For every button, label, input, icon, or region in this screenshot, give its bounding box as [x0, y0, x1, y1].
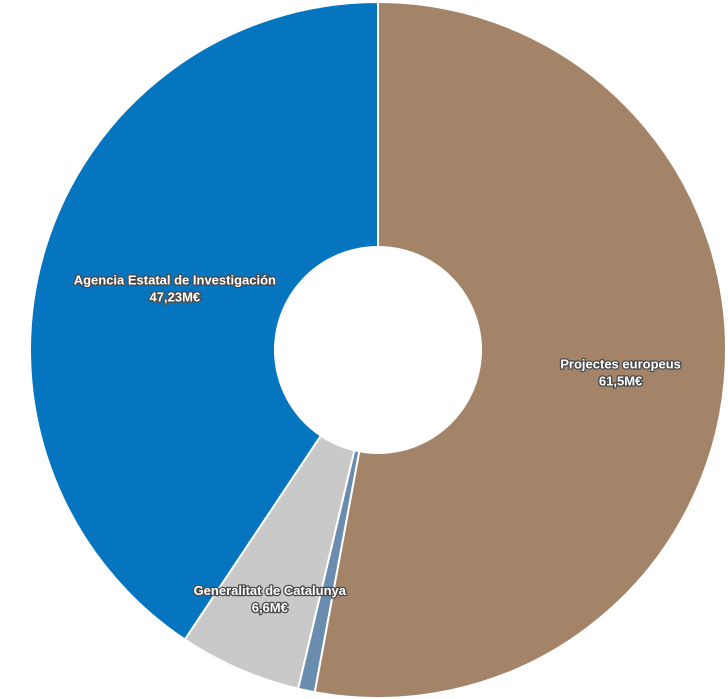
- slice-value-generalitat-de-catalunya: 6,6M€: [252, 600, 288, 615]
- labels-group: Projectes europeus 61,5M€ Generalitat de C…: [72, 271, 682, 616]
- pie-slice-agencia-estatal-de-investigacion: [29, 0, 379, 641]
- slice-label-generalitat-de-catalunya: Generalitat de Catalunya: [194, 583, 347, 598]
- slice-value-projectes-europeus: 61,5M€: [599, 373, 642, 388]
- slice-label-agencia-estatal-de-investigacion: Agencia Estatal de Investigación: [74, 272, 276, 287]
- slice-value-agencia-estatal-de-investigacion: 47,23M€: [150, 289, 201, 304]
- donut-hole: [274, 246, 482, 454]
- pie-slice-projectes-europeus: [313, 0, 727, 699]
- slice-label-projectes-europeus: Projectes europeus: [560, 356, 681, 371]
